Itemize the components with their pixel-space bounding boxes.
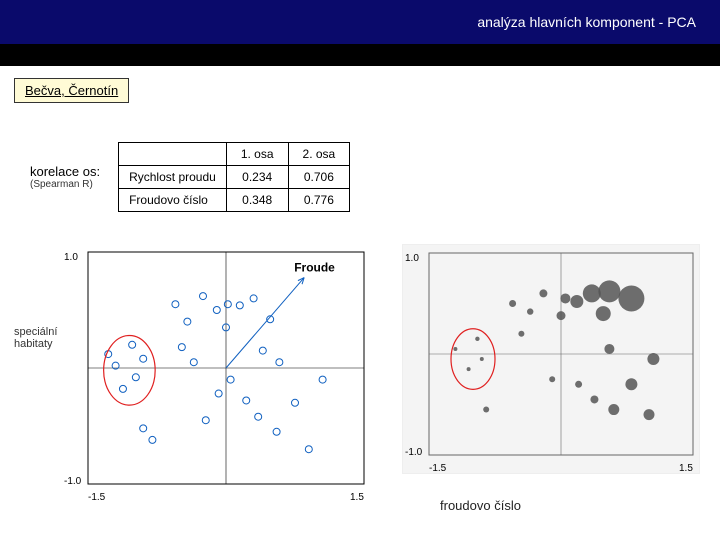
svg-text:-1.5: -1.5: [429, 463, 447, 474]
black-band: [0, 44, 720, 66]
bottom-caption: froudovo číslo: [440, 498, 521, 513]
svg-text:1.0: 1.0: [64, 252, 78, 263]
col-header: 1. osa: [226, 143, 288, 166]
row-header: Rychlost proudu: [119, 166, 227, 189]
correlation-label-main: korelace os:: [30, 164, 100, 179]
special-habitats-label: speciální habitaty: [14, 326, 57, 350]
svg-text:-1.0: -1.0: [64, 476, 82, 487]
row-header: Froudovo číslo: [119, 189, 227, 212]
cell: 0.776: [288, 189, 350, 212]
cell: 0.706: [288, 166, 350, 189]
table-row: Rychlost proudu 0.234 0.706: [119, 166, 350, 189]
svg-text:-1.0: -1.0: [405, 447, 423, 458]
special-habitats-text: speciální habitaty: [14, 326, 57, 350]
table-blank-cell: [119, 143, 227, 166]
svg-text:1.5: 1.5: [679, 463, 693, 474]
bubble-plot-right: -1.5 1.5 1.0 -1.0: [402, 244, 700, 474]
correlation-table: 1. osa 2. osa Rychlost proudu 0.234 0.70…: [118, 142, 350, 212]
correlation-block: korelace os: (Spearman R) 1. osa 2. osa …: [30, 142, 350, 212]
bubble-svg-right: -1.5 1.5 1.0 -1.0: [403, 245, 701, 475]
scatter-svg-left: -1.5 1.5 1.0 -1.0 Froude: [62, 244, 372, 504]
table-row: 1. osa 2. osa: [119, 143, 350, 166]
correlation-label-sub: (Spearman R): [30, 179, 100, 190]
svg-text:1.5: 1.5: [350, 492, 364, 503]
svg-text:Froude: Froude: [294, 261, 335, 275]
header-band: analýza hlavních komponent - PCA: [0, 0, 720, 44]
svg-text:1.0: 1.0: [405, 253, 419, 264]
header-title: analýza hlavních komponent - PCA: [477, 14, 696, 30]
col-header: 2. osa: [288, 143, 350, 166]
table-row: Froudovo číslo 0.348 0.776: [119, 189, 350, 212]
cell: 0.234: [226, 166, 288, 189]
scatter-plot-left: -1.5 1.5 1.0 -1.0 Froude: [62, 244, 372, 504]
location-tag: Bečva, Černotín: [14, 78, 129, 103]
cell: 0.348: [226, 189, 288, 212]
svg-text:-1.5: -1.5: [88, 492, 106, 503]
correlation-label: korelace os: (Spearman R): [30, 142, 100, 190]
